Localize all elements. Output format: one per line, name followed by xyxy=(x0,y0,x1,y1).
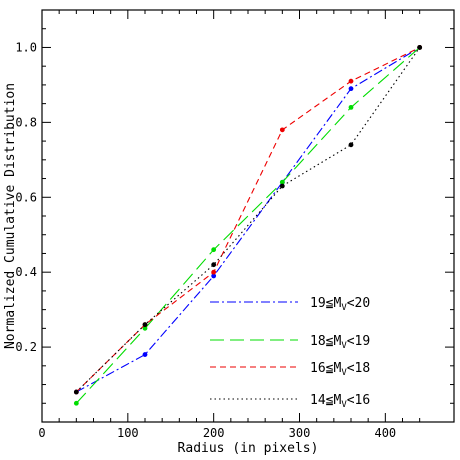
data-point xyxy=(73,400,79,406)
data-point xyxy=(348,104,354,110)
x-tick-labels: 0 100 200 300 400 xyxy=(38,426,396,440)
series-line-3 xyxy=(75,47,421,393)
y-tick-label: 0.4 xyxy=(15,265,37,279)
x-tick-label: 200 xyxy=(203,426,225,440)
data-point xyxy=(211,262,217,268)
axis-ticks xyxy=(41,10,454,422)
x-axis-title: Radius (in pixels) xyxy=(178,441,319,456)
x-tick-label: 100 xyxy=(117,426,139,440)
legend-label: 16≦MV<18 xyxy=(310,361,370,378)
series-line-2 xyxy=(75,47,420,393)
data-point xyxy=(73,389,79,395)
data-point xyxy=(279,179,285,185)
series-group xyxy=(73,45,423,406)
y-tick-labels: 0.2 0.4 0.6 0.8 1.0 xyxy=(15,40,37,354)
data-point xyxy=(142,325,148,331)
legend: 19≦MV<20 18≦MV<19 16≦MV<18 14≦MV<16 xyxy=(210,296,370,410)
data-point xyxy=(279,127,285,133)
data-point xyxy=(348,78,354,84)
data-point xyxy=(211,273,217,279)
data-point xyxy=(142,352,148,357)
data-point xyxy=(348,142,354,148)
y-tick-label: 0.2 xyxy=(15,340,37,354)
legend-label: 18≦MV<19 xyxy=(310,334,370,351)
y-axis-title: Normalized Cumulative Distribution xyxy=(3,83,18,349)
series-line-1 xyxy=(75,47,421,404)
x-tick-label: 400 xyxy=(374,426,396,440)
data-point xyxy=(211,247,217,253)
y-tick-label: 1.0 xyxy=(15,40,37,54)
legend-label: 14≦MV<16 xyxy=(310,393,370,410)
legend-label: 19≦MV<20 xyxy=(310,296,370,313)
plot-frame xyxy=(41,9,455,423)
x-tick-label: 0 xyxy=(38,426,45,440)
data-point xyxy=(279,183,285,189)
y-tick-label: 0.8 xyxy=(15,115,37,129)
data-point xyxy=(142,322,148,328)
data-point xyxy=(417,45,423,50)
y-tick-label: 0.6 xyxy=(15,190,37,204)
x-tick-label: 300 xyxy=(289,426,311,440)
data-point xyxy=(348,86,354,92)
series-line-0 xyxy=(76,47,420,393)
data-point xyxy=(211,269,217,275)
